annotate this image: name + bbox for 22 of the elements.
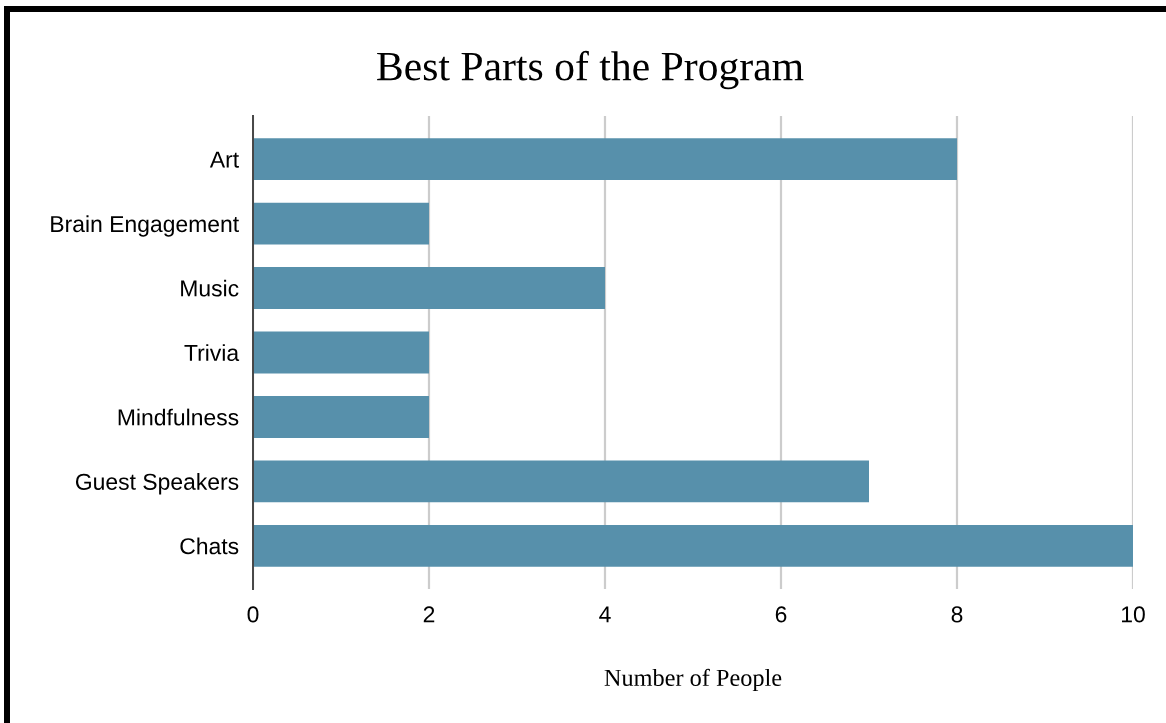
bar	[253, 460, 869, 503]
chart-title: Best Parts of the Program	[377, 50, 804, 90]
x-tick-label: 4	[599, 606, 611, 623]
y-tick-label: Art	[209, 151, 239, 168]
x-tick-label: 0	[247, 606, 259, 623]
bar	[253, 267, 605, 309]
x-tick-label: 6	[775, 606, 787, 623]
y-tick-label: Guest Speakers	[75, 473, 239, 495]
bar	[253, 396, 429, 438]
y-tick-label: Trivia	[184, 344, 240, 362]
y-tick-label: Brain Engagement	[51, 215, 239, 237]
y-tick-label: Music	[181, 279, 239, 297]
x-tick-label: 10	[1122, 606, 1145, 623]
x-tick-label: 8	[951, 606, 963, 623]
y-tick-label: Mindfulness	[118, 408, 239, 426]
bar	[253, 524, 1133, 567]
x-axis-title: Number of People	[604, 668, 782, 691]
x-tick-label: 2	[423, 606, 435, 623]
bar	[253, 202, 429, 245]
bar	[253, 138, 957, 181]
y-tick-label: Chats	[180, 537, 239, 555]
bar	[253, 331, 429, 374]
